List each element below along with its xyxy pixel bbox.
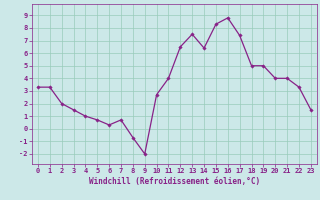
X-axis label: Windchill (Refroidissement éolien,°C): Windchill (Refroidissement éolien,°C) (89, 177, 260, 186)
